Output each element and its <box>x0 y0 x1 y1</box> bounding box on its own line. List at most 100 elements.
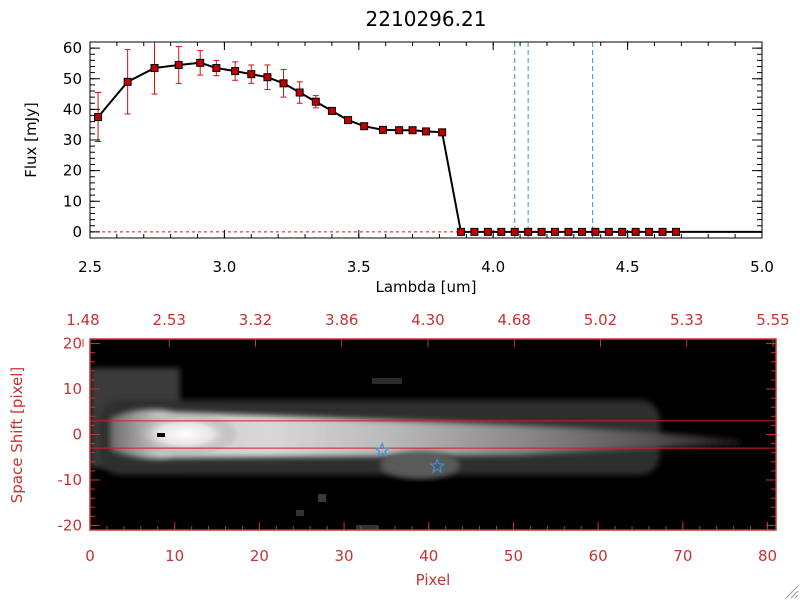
y-tick-label: 0 <box>72 426 82 444</box>
y-tick-label: 10 <box>63 192 82 210</box>
data-point <box>231 67 240 76</box>
data-point <box>378 125 387 134</box>
x-tick-label: 0 <box>85 547 95 565</box>
data-point <box>497 227 506 236</box>
top-chart: 2210296.21 2.5 3.0 3.5 4.0 4.5 5.0 0 10 20 30 40 5… <box>22 7 774 296</box>
x-tick-label: 4.0 <box>481 258 505 276</box>
data-point <box>671 227 680 236</box>
y-tick-label: 50 <box>63 70 82 88</box>
resize-grip-icon[interactable] <box>785 585 799 599</box>
top-tick-label: 5.02 <box>584 311 617 329</box>
top-markers <box>94 58 680 236</box>
x-tick-label: 80 <box>758 547 777 565</box>
star-marker <box>373 441 391 458</box>
x-tick-label: 20 <box>250 547 269 565</box>
streak-tail <box>380 451 460 479</box>
data-point <box>395 126 404 135</box>
spectral-streak <box>110 409 740 459</box>
data-point <box>604 227 613 236</box>
top-series-line <box>97 61 762 233</box>
bottom-top-ticks: 1.48 2.53 3.32 3.86 4.30 4.68 5.02 5.33 5.55 <box>66 311 790 347</box>
top-vlines <box>514 42 594 238</box>
top-tick-label: 4.68 <box>498 311 531 329</box>
x-tick-label: 30 <box>335 547 354 565</box>
bottom-x-axis-label: Pixel <box>416 571 451 589</box>
data-point <box>658 227 667 236</box>
guide-lines <box>90 420 776 449</box>
data-point <box>263 73 272 82</box>
top-chart-title: 2210296.21 <box>366 7 487 31</box>
data-point <box>564 227 573 236</box>
y-tick-label: -20 <box>58 516 83 534</box>
x-tick-label: 60 <box>589 547 608 565</box>
top-tick-label: 5.55 <box>756 311 789 329</box>
bottom-y-axis-label: Space Shift [pixel] <box>8 367 26 504</box>
top-plot-frame <box>89 41 763 239</box>
x-tick-label: 50 <box>504 547 523 565</box>
x-tick-label: 4.5 <box>616 258 640 276</box>
data-point <box>360 122 369 131</box>
x-tick-label: 2.5 <box>78 258 102 276</box>
x-tick-label: 5.0 <box>750 258 774 276</box>
data-point <box>279 79 288 88</box>
x-tick-label: 3.0 <box>212 258 236 276</box>
bottom-y-ticks: -20 -10 0 10 20 <box>58 335 776 534</box>
data-point <box>483 227 492 236</box>
top-y-ticks: 0 10 20 30 40 50 60 <box>63 39 762 241</box>
top-tick-label: 3.32 <box>239 311 272 329</box>
y-tick-label: 10 <box>63 380 82 398</box>
top-errorbars <box>95 41 446 143</box>
noise-blob <box>356 525 378 530</box>
data-point <box>212 64 221 73</box>
y-tick-label: 60 <box>63 39 82 57</box>
y-tick-label: 0 <box>72 223 82 241</box>
data-point <box>174 60 183 69</box>
noise-blob <box>318 494 326 502</box>
bottom-chart: 0 10 20 30 40 50 60 70 80 1.48 2.53 3.32 3.86 4.30 4.… <box>8 311 790 589</box>
data-point <box>327 106 336 115</box>
data-point <box>150 64 159 73</box>
top-tick-label: 1.48 <box>66 311 99 329</box>
data-point <box>631 227 640 236</box>
hot-pixel <box>157 433 165 437</box>
data-point <box>295 88 304 97</box>
x-tick-label: 3.5 <box>347 258 371 276</box>
star-markers <box>373 441 446 474</box>
x-tick-label: 70 <box>673 547 692 565</box>
noise-blob <box>296 510 304 516</box>
top-tick-label: 3.86 <box>325 311 358 329</box>
y-tick-label: 20 <box>63 335 82 353</box>
data-point <box>422 127 430 136</box>
data-point <box>618 227 627 236</box>
x-tick-label: 40 <box>419 547 438 565</box>
data-point <box>537 227 546 236</box>
data-point <box>524 227 533 236</box>
data-point <box>123 77 132 86</box>
data-point <box>438 128 447 137</box>
data-point <box>577 227 586 236</box>
y-tick-label: 20 <box>63 162 82 180</box>
bottom-x-ticks: 0 10 20 30 40 50 60 70 80 <box>85 522 777 565</box>
spectrum-image <box>90 368 740 530</box>
y-tick-label: -10 <box>58 471 83 489</box>
y-tick-label: 30 <box>63 131 82 149</box>
data-point <box>456 227 465 236</box>
data-point <box>196 58 205 67</box>
top-tick-label: 5.33 <box>670 311 703 329</box>
x-tick-label: 10 <box>165 547 184 565</box>
data-point <box>510 227 519 236</box>
star-marker <box>429 457 446 474</box>
top-x-axis-label: Lambda [um] <box>376 278 477 296</box>
data-point <box>344 116 353 125</box>
data-point <box>470 227 479 236</box>
data-point <box>645 227 654 236</box>
top-x-ticks: 2.5 3.0 3.5 4.0 4.5 5.0 <box>78 42 774 276</box>
top-y-axis-label: Flux [mJy] <box>22 102 40 178</box>
data-point <box>311 97 320 106</box>
data-point <box>408 126 417 135</box>
bright-core <box>130 412 240 456</box>
data-point <box>247 70 256 79</box>
data-point <box>551 227 560 236</box>
data-point <box>591 227 600 236</box>
